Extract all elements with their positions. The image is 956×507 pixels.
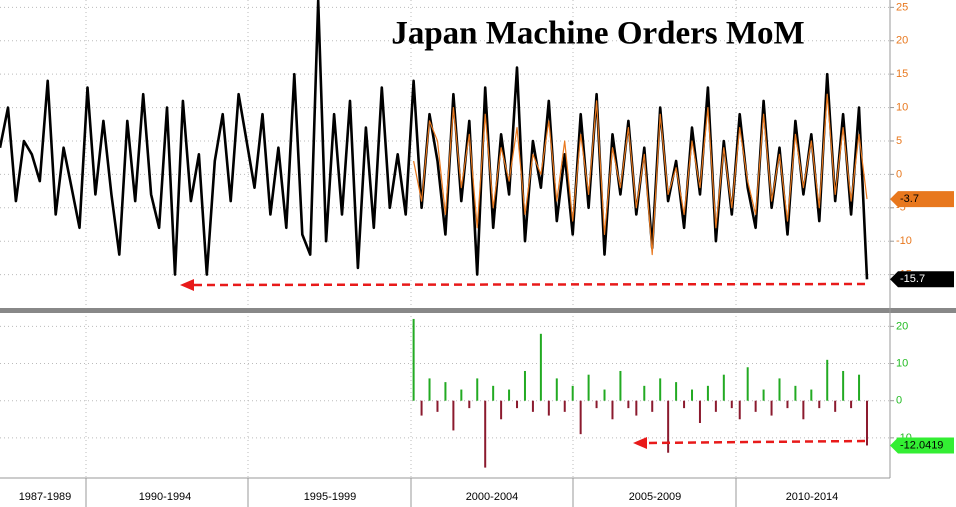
x-tick-label: 2005-2009 bbox=[629, 491, 682, 503]
bar bbox=[508, 389, 511, 401]
bar bbox=[460, 389, 463, 401]
bar bbox=[500, 400, 503, 420]
bar bbox=[683, 400, 686, 409]
bar bbox=[802, 400, 805, 420]
x-tick-label: 2000-2004 bbox=[466, 491, 519, 503]
bar bbox=[778, 378, 781, 401]
bar bbox=[738, 400, 741, 420]
bar bbox=[698, 400, 701, 423]
y-tick-label: 15 bbox=[896, 68, 908, 80]
bar bbox=[523, 370, 526, 401]
bar bbox=[420, 400, 423, 416]
end-label: -15.7 bbox=[900, 273, 925, 285]
y-tick-label: 0 bbox=[896, 168, 902, 180]
y-tick-label: 10 bbox=[896, 357, 908, 369]
end-label: -3.7 bbox=[900, 193, 919, 205]
bar bbox=[476, 378, 479, 401]
bar bbox=[842, 370, 845, 401]
bar bbox=[858, 374, 861, 401]
end-label: -12.0419 bbox=[900, 439, 943, 451]
bar bbox=[555, 378, 558, 401]
bar bbox=[722, 374, 725, 401]
bar bbox=[571, 385, 574, 401]
bar bbox=[619, 370, 622, 401]
bar bbox=[412, 318, 415, 401]
bar bbox=[436, 400, 439, 412]
bar bbox=[603, 389, 606, 401]
x-tick-label: 2010-2014 bbox=[786, 491, 839, 503]
bar bbox=[627, 400, 630, 409]
arrow-head bbox=[180, 279, 194, 291]
period-separators bbox=[85, 0, 737, 507]
y-tick-label: -5 bbox=[896, 202, 906, 214]
bar bbox=[492, 385, 495, 401]
bar bbox=[643, 385, 646, 401]
bar bbox=[428, 378, 431, 401]
bar bbox=[611, 400, 614, 420]
plots bbox=[0, 0, 890, 468]
bar bbox=[714, 400, 717, 412]
end-label-box bbox=[890, 437, 954, 454]
arrow-head bbox=[633, 437, 647, 449]
panel-divider bbox=[0, 308, 956, 313]
bar bbox=[762, 389, 765, 401]
bar bbox=[754, 400, 757, 412]
bar bbox=[444, 382, 447, 401]
bar bbox=[667, 400, 670, 453]
bar bbox=[818, 400, 821, 409]
end-label-box bbox=[890, 271, 954, 288]
bar bbox=[468, 400, 471, 409]
y-tick-label: 0 bbox=[896, 395, 902, 407]
x-tick-label: 1990-1994 bbox=[139, 491, 192, 503]
bar bbox=[810, 389, 813, 401]
annotation-arrow bbox=[180, 279, 866, 449]
bar bbox=[516, 400, 519, 409]
bar bbox=[826, 359, 829, 401]
bar bbox=[484, 400, 487, 468]
y-tick-label: 10 bbox=[896, 101, 908, 113]
x-tick-label: 1995-1999 bbox=[304, 491, 357, 503]
bar bbox=[531, 400, 534, 412]
y-tick-label: 20 bbox=[896, 35, 908, 47]
bar bbox=[651, 400, 654, 412]
bar bbox=[587, 374, 590, 401]
y-tick-label: -10 bbox=[896, 235, 912, 247]
bar bbox=[547, 400, 550, 416]
bar bbox=[563, 400, 566, 412]
bar bbox=[866, 400, 868, 446]
bar bbox=[786, 400, 789, 409]
bar bbox=[635, 400, 638, 416]
bar bbox=[850, 400, 853, 409]
y-tick-label: 20 bbox=[896, 320, 908, 332]
dashed-line bbox=[189, 282, 866, 287]
bar bbox=[730, 400, 733, 409]
line-series bbox=[413, 93, 868, 256]
bar bbox=[706, 385, 709, 401]
bar bbox=[659, 378, 662, 401]
y-tick-label: 5 bbox=[896, 135, 902, 147]
bar bbox=[691, 389, 694, 401]
x-tick-label: 1987-1989 bbox=[19, 491, 72, 503]
end-label-box bbox=[890, 191, 954, 208]
bar bbox=[675, 382, 678, 401]
dashed-line bbox=[642, 439, 866, 445]
bar bbox=[452, 400, 455, 431]
bar bbox=[539, 333, 542, 401]
bar bbox=[770, 400, 773, 416]
bar bbox=[595, 400, 598, 409]
bar bbox=[834, 400, 837, 412]
chart-title: Japan Machine Orders MoM bbox=[391, 16, 804, 52]
bar bbox=[746, 367, 749, 401]
bar bbox=[794, 385, 797, 401]
bar bbox=[579, 400, 582, 435]
y-tick-label: 25 bbox=[896, 1, 908, 13]
